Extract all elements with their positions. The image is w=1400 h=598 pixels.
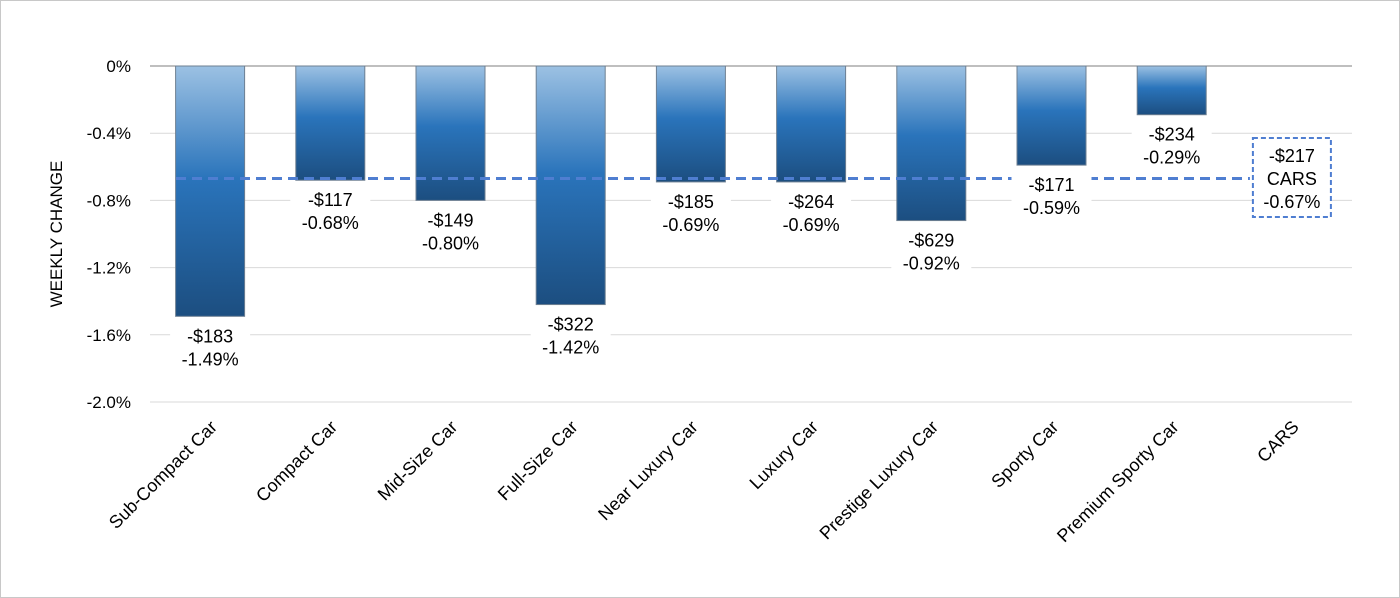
bar [896, 65, 967, 222]
data-labels: -$183 -1.49% -$117 -0.68% -$149 -0.80% -$322 -1… [170, 120, 1212, 373]
y-tick-label: -0.8% [87, 191, 131, 210]
data-label-bg [891, 226, 972, 277]
data-label-bg [410, 206, 491, 257]
x-tick-label: Mid-Size Car [374, 417, 462, 505]
reference-label-line: -0.67% [1263, 192, 1320, 212]
data-label-bg [290, 186, 371, 237]
data-label-dollar: -$185 [668, 192, 714, 212]
data-label-percent: -1.49% [182, 349, 239, 369]
data-label-percent: -0.68% [302, 213, 359, 233]
data-label-bg [771, 187, 852, 238]
data-label-percent: -0.29% [1143, 148, 1200, 168]
data-label-dollar: -$117 [308, 190, 353, 210]
cars-average-reference: -$217 CARS -0.67% [176, 137, 1332, 218]
data-label-percent: -0.69% [662, 215, 719, 235]
y-tick-label: -0.4% [87, 124, 131, 143]
reference-label-line: -$217 [1269, 146, 1315, 166]
bar [1016, 65, 1087, 166]
data-label-dollar: -$234 [1149, 125, 1195, 145]
data-label-bg [530, 310, 611, 361]
data-label-bg [170, 322, 251, 373]
bar [175, 65, 246, 317]
x-tick-label: Near Luxury Car [594, 417, 702, 525]
reference-label-line: CARS [1267, 169, 1317, 189]
data-label-percent: -0.92% [903, 254, 960, 274]
data-label-percent: -0.59% [1023, 198, 1080, 218]
y-tick-label: -1.2% [87, 259, 131, 278]
x-tick-label: Premium Sporty Car [1053, 417, 1182, 546]
data-label-bg [1011, 171, 1092, 222]
bar [415, 65, 486, 201]
data-label-dollar: -$171 [1028, 175, 1074, 195]
data-label-percent: -0.69% [783, 215, 840, 235]
bar [535, 65, 606, 306]
data-label-dollar: -$183 [187, 326, 233, 346]
bar [1136, 65, 1207, 116]
reference-label-box [1251, 137, 1332, 218]
x-tick-label: Compact Car [252, 417, 341, 506]
y-tick-label: -1.6% [87, 326, 131, 345]
data-label-dollar: -$149 [427, 210, 473, 230]
data-label-percent: -1.42% [542, 338, 599, 358]
data-label-bg [1131, 120, 1212, 171]
bar [655, 65, 726, 183]
y-axis-title: WEEKLY CHANGE [47, 161, 66, 308]
y-tick-label: -2.0% [87, 393, 131, 412]
x-tick-label: Sub-Compact Car [105, 417, 221, 533]
y-axis-tick-labels: 0% -0.4% -0.8% -1.2% -1.6% -2.0% [87, 57, 131, 412]
x-tick-label: Luxury Car [746, 417, 822, 493]
x-tick-label: Sporty Car [987, 417, 1062, 492]
y-tick-label: 0% [106, 57, 131, 76]
data-label-percent: -0.80% [422, 233, 479, 253]
data-label-dollar: -$629 [908, 231, 954, 251]
x-tick-label: Prestige Luxury Car [816, 417, 943, 544]
x-tick-label: Full-Size Car [494, 417, 582, 505]
bars [175, 65, 1207, 317]
data-label-dollar: -$264 [788, 192, 834, 212]
x-tick-label: CARS [1253, 417, 1303, 467]
data-label-bg [650, 187, 731, 238]
bar [776, 65, 847, 183]
bar [295, 65, 366, 181]
data-label-dollar: -$322 [548, 315, 594, 335]
x-axis-category-labels: Sub-Compact Car Compact Car Mid-Size Car Fu… [105, 417, 1303, 546]
